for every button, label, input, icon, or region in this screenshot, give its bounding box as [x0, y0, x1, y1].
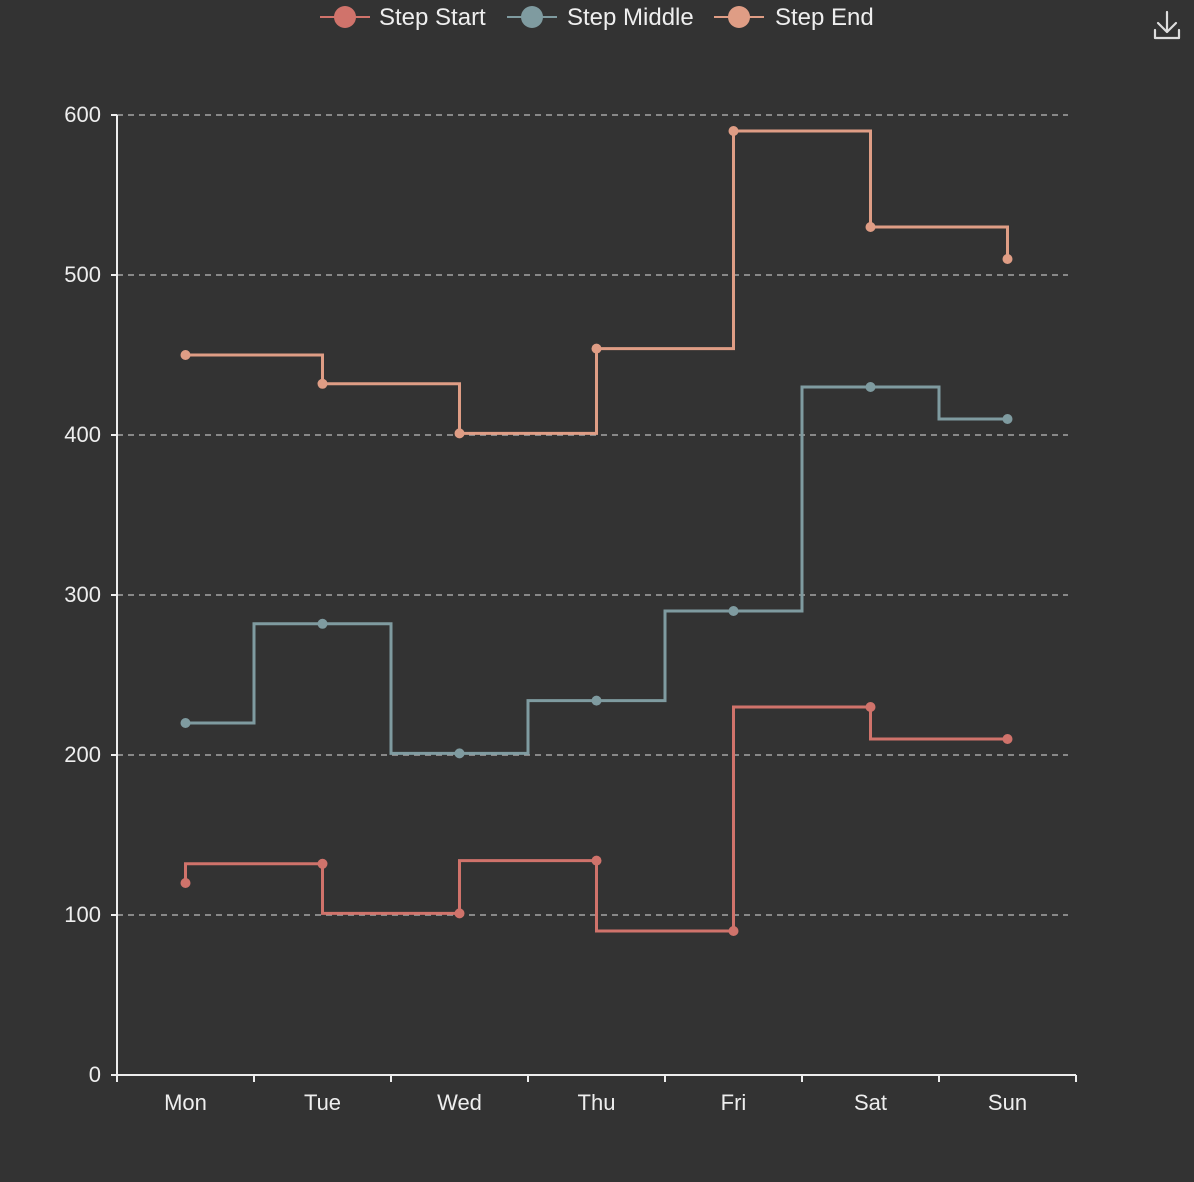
data-point[interactable]: [865, 702, 876, 712]
data-point[interactable]: [728, 926, 739, 936]
legend-dot-icon: [728, 6, 750, 28]
series-step-middle: [180, 382, 1013, 759]
x-tick-label: Wed: [437, 1090, 482, 1115]
data-point[interactable]: [454, 428, 465, 439]
data-point[interactable]: [1002, 734, 1013, 744]
legend-dot-icon: [521, 6, 543, 28]
y-tick-label: 300: [64, 582, 101, 607]
data-point[interactable]: [454, 748, 465, 759]
x-tick-label: Sat: [854, 1090, 887, 1115]
x-tick-label: Fri: [721, 1090, 747, 1115]
data-point[interactable]: [317, 858, 328, 869]
data-point[interactable]: [180, 718, 191, 728]
legend-dot-icon: [334, 6, 356, 28]
series-step-end: [180, 126, 1013, 439]
data-point[interactable]: [728, 606, 739, 616]
download-icon: [1153, 10, 1181, 40]
data-point[interactable]: [180, 350, 191, 360]
y-tick-label: 100: [64, 902, 101, 927]
data-point[interactable]: [591, 343, 602, 354]
legend-label: Step End: [775, 4, 874, 31]
legend-item[interactable]: Step End: [714, 4, 874, 31]
legend-item[interactable]: Step Middle: [507, 4, 694, 31]
legend[interactable]: Step Start Step Middle Step End: [320, 4, 874, 31]
data-point[interactable]: [865, 222, 876, 232]
x-tick-label: Thu: [578, 1090, 616, 1115]
download-button[interactable]: [1153, 10, 1181, 40]
y-tick-label: 400: [64, 422, 101, 447]
series-lines: [180, 126, 1013, 936]
series-step-start: [180, 702, 1013, 936]
data-point[interactable]: [591, 855, 602, 866]
legend-label: Step Start: [379, 4, 486, 31]
data-point[interactable]: [591, 695, 602, 706]
x-tick-label: Mon: [164, 1090, 207, 1115]
grid-lines: [117, 114, 1068, 916]
data-point[interactable]: [865, 382, 876, 392]
y-tick-label: 600: [64, 102, 101, 127]
data-point[interactable]: [728, 126, 739, 136]
data-point[interactable]: [1002, 254, 1013, 264]
data-point[interactable]: [1002, 414, 1013, 424]
data-point[interactable]: [180, 878, 191, 888]
data-point[interactable]: [317, 378, 328, 389]
axes: 0 100 200 300 400 500 600 Mon Tue Wed Thu Fri Sat Sun: [64, 102, 1077, 1115]
y-tick-label: 200: [64, 742, 101, 767]
x-tick-label: Sun: [988, 1090, 1027, 1115]
legend-item[interactable]: Step Start: [320, 4, 486, 31]
legend-label: Step Middle: [567, 4, 694, 31]
x-tick-label: Tue: [304, 1090, 341, 1115]
data-point[interactable]: [317, 618, 328, 629]
series-line: [184, 705, 1008, 933]
y-tick-label: 0: [89, 1062, 101, 1087]
y-tick-label: 500: [64, 262, 101, 287]
data-point[interactable]: [454, 908, 465, 919]
